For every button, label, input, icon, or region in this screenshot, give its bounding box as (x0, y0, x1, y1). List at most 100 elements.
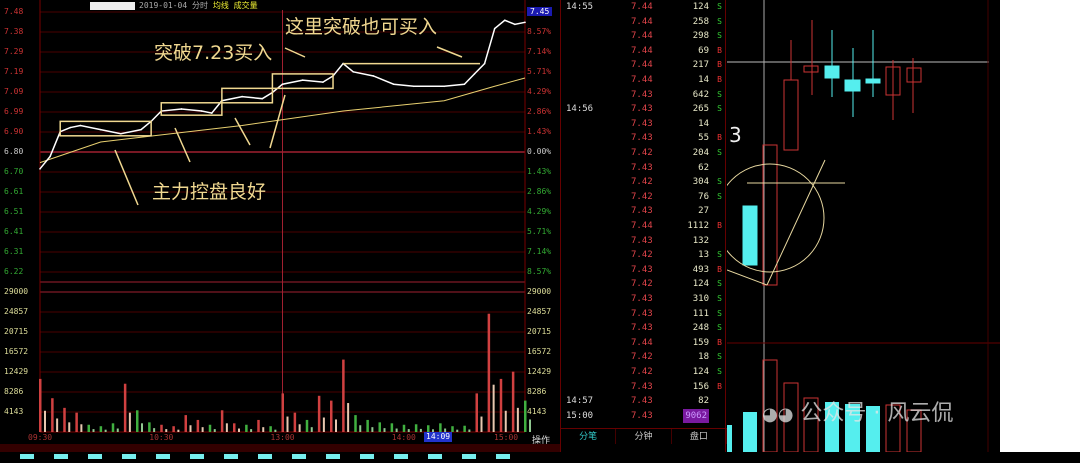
tick-volume: 14 (698, 75, 709, 85)
price-tick-label: 6.41 (4, 227, 24, 236)
toolbar-button[interactable] (292, 454, 306, 459)
volume-bar (262, 427, 265, 432)
toolbar-button[interactable] (428, 454, 442, 459)
tick-volume: 310 (692, 294, 709, 304)
avg-line-label[interactable]: 均线 (212, 1, 229, 10)
tab-minutes[interactable]: 分钟 (616, 429, 672, 444)
chart-mode[interactable]: 分时 (192, 1, 208, 10)
price-tick-label: 7.48 (4, 7, 24, 16)
volume-bar (220, 410, 224, 432)
volume-bar (56, 418, 59, 432)
volume-bar (451, 426, 454, 432)
toolbar-button[interactable] (326, 454, 340, 459)
toolbar-button[interactable] (394, 454, 408, 459)
volume-bar (468, 429, 471, 432)
pct-tick-label: 5.71% (527, 227, 552, 236)
toolbar-button[interactable] (360, 454, 374, 459)
volume-bar (44, 410, 46, 432)
tick-price: 7.43 (631, 323, 653, 334)
consolidation-box (59, 120, 152, 137)
volume-bar (335, 419, 337, 432)
price-point (99, 128, 102, 131)
tick-price: 7.43 (631, 381, 653, 392)
volume-bar (172, 426, 175, 432)
volume-bar (80, 424, 83, 432)
tick-volume: 111 (692, 308, 709, 319)
annotation-pointer (234, 117, 251, 146)
toolbar-button[interactable] (20, 454, 34, 459)
volume-bar (233, 423, 236, 432)
price-tick-label: 6.80 (4, 147, 24, 156)
tick-flag: S (717, 323, 722, 333)
tick-price: 7.44 (631, 16, 653, 27)
candle (742, 205, 758, 266)
volume-bar (177, 429, 180, 432)
volume-bar (286, 416, 289, 432)
watermark: ◕◕ 公众号 · 风云侃 (762, 401, 954, 426)
volume-bar (148, 422, 151, 432)
toolbar-button[interactable] (156, 454, 170, 459)
price-tick-label: 7.09 (4, 87, 24, 96)
volume-bar (529, 419, 531, 432)
toolbar-button[interactable] (462, 454, 476, 459)
volume-bar (68, 422, 71, 432)
volume-bar (136, 410, 139, 432)
tick-row: 7.43 14 (561, 117, 727, 131)
toolbar-button[interactable] (54, 454, 68, 459)
price-point (120, 132, 122, 135)
operate-button[interactable]: 操作 (532, 436, 551, 446)
volume-bar (383, 428, 386, 432)
toolbar-button[interactable] (88, 454, 102, 459)
tick-time: 14:56 (566, 104, 594, 115)
volume-bar (310, 427, 313, 432)
price-point (463, 83, 466, 86)
time-tick-label: 09:30 (28, 433, 53, 442)
annotation-circle (715, 163, 825, 273)
volume-bar (347, 403, 350, 432)
tick-volume: 9062 (683, 408, 709, 423)
tick-price: 7.42 (631, 148, 653, 158)
tick-volume: 159 (692, 337, 709, 348)
volume-tick-label: 16572 (527, 347, 552, 356)
tab-ticks[interactable]: 分笔 (561, 429, 617, 444)
price-point (322, 81, 324, 83)
tick-flag: S (717, 367, 722, 376)
volume-bar (165, 429, 168, 432)
toolbar-button[interactable] (190, 454, 204, 459)
tick-volume: 204 (692, 148, 709, 158)
kline-panel: 3 (715, 0, 1000, 453)
volume-label[interactable]: 成交量 (233, 1, 258, 10)
tick-price: 7.42 (631, 250, 653, 261)
volume-bar (366, 419, 369, 432)
volume-bar (63, 407, 66, 432)
volume-bar (189, 425, 192, 432)
toolbar-button[interactable] (496, 454, 510, 459)
tick-time: 14:55 (566, 2, 594, 12)
toolbar-button[interactable] (122, 454, 136, 459)
watermark-name: 风云侃 (887, 401, 954, 426)
toolbar-button[interactable] (224, 454, 238, 459)
blank-margin (1000, 0, 1080, 452)
pct-tick-label: 8.57% (527, 267, 552, 276)
tick-list-panel: 14:55 7.44 124 S 7.44 258 S 7.44 298 S 7.44 69 B 7.44… (560, 0, 727, 452)
tick-volume: 55 (698, 133, 709, 144)
volume-bar (371, 427, 374, 432)
price-point (483, 62, 486, 65)
volume-bar (201, 427, 204, 432)
annotation-control: 主力控盘良好 (152, 181, 267, 203)
price-point (473, 73, 476, 75)
tick-row: 7.44 69 B (561, 44, 727, 58)
price-tick-label: 6.31 (4, 247, 24, 256)
tick-row: 7.42 124 S (561, 365, 727, 379)
volume-tick-label: 24857 (4, 307, 29, 316)
volume-bar (402, 424, 406, 432)
volume-bar (317, 395, 321, 432)
price-tick-label: 6.51 (4, 207, 24, 216)
tick-row: 7.42 124 S (561, 277, 727, 291)
pct-tick-label: 7.14% (527, 47, 552, 56)
tab-orderbook[interactable]: 盘口 (672, 429, 727, 444)
tick-price: 7.42 (631, 177, 653, 188)
kline-volume-bars (727, 359, 922, 453)
annotation-arrow (766, 159, 826, 286)
toolbar-button[interactable] (258, 454, 272, 459)
